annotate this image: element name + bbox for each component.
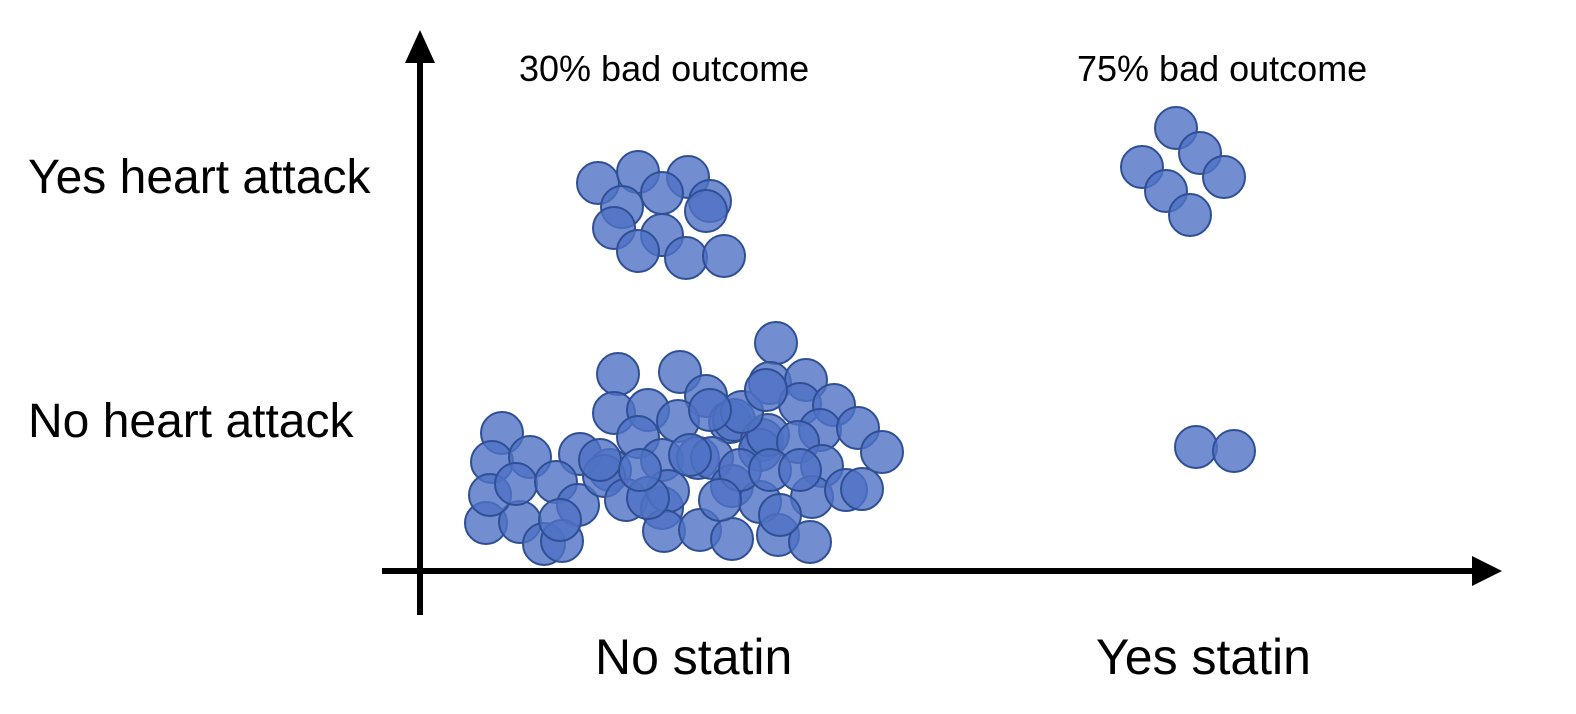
annotation-no-statin: 30% bad outcome (519, 48, 810, 89)
x-label-yes-statin: Yes statin (1096, 629, 1311, 685)
y-label-yes-heart-attack: Yes heart attack (28, 151, 371, 204)
patient-dot (754, 321, 798, 365)
annotation-yes-statin: 75% bad outcome (1077, 48, 1368, 89)
patient-dot (578, 438, 622, 482)
patient-dot (758, 493, 802, 537)
patient-dot (1174, 425, 1218, 469)
patient-dot (668, 433, 712, 477)
patient-dot (1168, 193, 1212, 237)
patient-dot (698, 478, 742, 522)
patient-dot (702, 234, 746, 278)
patient-dot (616, 229, 660, 273)
y-axis-arrowhead (405, 30, 435, 63)
patient-dot (1212, 429, 1256, 473)
patient-dot (684, 189, 728, 233)
patient-dot (618, 448, 662, 492)
patient-dot (538, 498, 582, 542)
patient-dot (494, 462, 538, 506)
patient-dot (596, 352, 640, 396)
dot-layer (464, 106, 1256, 566)
patient-dot (860, 430, 904, 474)
patient-dot (788, 520, 832, 564)
patient-dot (640, 171, 684, 215)
patient-dot (1202, 155, 1246, 199)
patient-dot (840, 467, 884, 511)
patient-dot (778, 448, 822, 492)
x-axis-arrowhead (1472, 556, 1502, 586)
x-label-no-statin: No statin (595, 629, 793, 685)
patient-dot (744, 368, 788, 412)
y-label-no-heart-attack: No heart attack (28, 395, 354, 448)
patient-dot (688, 388, 732, 432)
patient-dot (710, 517, 754, 561)
patient-dot (664, 236, 708, 280)
